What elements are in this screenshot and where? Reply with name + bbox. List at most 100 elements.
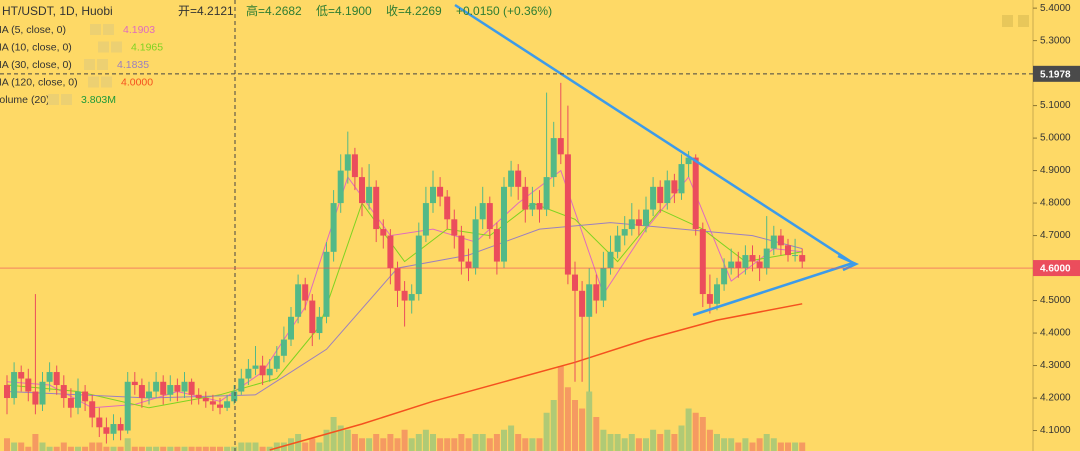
y-tick-label: 4.5000 [1040,295,1071,306]
legend-button[interactable] [48,94,59,105]
volume-bar [408,438,415,451]
candle-body [245,368,252,379]
volume-bar [96,442,103,451]
legend-value: 3.803M [81,94,116,106]
volume-bar [359,438,365,451]
candle-body [472,219,479,269]
volume-bar [479,434,486,451]
candle-body [714,284,720,304]
candle-body [39,381,46,405]
candle-body [728,261,735,269]
candle-body [543,177,550,210]
button[interactable] [1002,15,1013,27]
button[interactable] [1018,15,1029,27]
volume-bar [202,446,209,451]
legend-value: 4.1965 [131,41,163,53]
candle-body [167,385,174,395]
volume-bar [309,438,316,451]
legend-name: MA (10, close, 0) [0,41,72,53]
volume-bar [380,438,387,451]
volume-bar [706,429,713,451]
candle-body [231,391,238,402]
plot [4,82,806,451]
legend-button[interactable] [98,41,109,53]
crosshair-price-label: 5.1978 [1040,69,1071,80]
candle-body [82,391,89,402]
ohlc-readout: 收=4.2269 [386,4,442,18]
volume-bar [245,442,252,451]
volume-bar [18,442,25,451]
candle-body [614,235,621,252]
volume-bar [515,434,522,451]
candle-body [53,372,60,386]
legend-button[interactable] [90,24,101,35]
volume-bar [728,438,735,451]
volume-bar [153,446,160,451]
candle-body [273,355,280,369]
volume-bar [110,446,117,451]
y-tick-label: 5.1000 [1040,100,1071,111]
volume-bar [217,446,223,451]
candle-body [607,251,614,269]
volume-bar [564,387,571,451]
candle-body [557,138,564,155]
candle-body [721,268,728,285]
last-price-box [1033,260,1080,277]
candle-body [25,378,32,392]
candle-body [359,177,365,204]
volume-bar [607,434,614,451]
volume-bar [671,434,678,451]
legend-button[interactable] [61,94,72,105]
candle-body [309,300,316,334]
candle-body [550,138,557,178]
volume-bar [735,442,742,451]
candle-body [67,398,74,408]
candle-body [486,203,493,230]
legend-name: MA (30, close, 0) [0,59,72,71]
candle-body [316,316,323,334]
legend-button[interactable] [97,59,108,70]
volume-bar [635,438,642,451]
volume-bar [32,434,39,451]
candle-body [493,229,500,262]
volume-bar [529,438,536,451]
crosshair-price-box [1033,65,1080,82]
volume-bar [273,442,280,451]
candle-body [678,164,685,194]
volume-bar [628,434,635,451]
candle-body [18,372,25,379]
volume-bar [330,417,337,451]
volume-bar [763,434,770,451]
legend-name: MA (5, close, 0) [0,24,66,36]
volume-bar [678,425,685,451]
candle-body [479,203,486,220]
volume-bar [46,446,53,451]
candle-body [146,391,152,399]
candle-body [351,154,358,178]
candle-body [593,284,600,301]
candle-body [238,378,245,392]
candle-body [685,157,692,165]
volume-bar [451,438,458,451]
volume-bar [316,442,323,451]
legend-button[interactable] [88,76,99,88]
volume-bar [167,446,174,451]
volume-bar [643,438,649,451]
legend-button[interactable] [103,24,114,35]
candle-body [415,235,422,295]
volume-bar [103,446,110,451]
candle-body [451,219,458,236]
volume-bar [337,425,344,451]
volume-bar [387,434,394,451]
legend-button[interactable] [111,41,122,53]
legend-button[interactable] [84,59,95,70]
volume-bar [138,446,145,451]
candle-body [422,203,429,236]
candle-body [366,186,373,204]
legend-button[interactable] [101,76,112,88]
volume-bar [252,442,259,451]
candle-body [124,381,131,431]
y-tick-label: 4.3000 [1040,360,1071,371]
candle-body [437,186,444,197]
candle-body [628,219,635,230]
